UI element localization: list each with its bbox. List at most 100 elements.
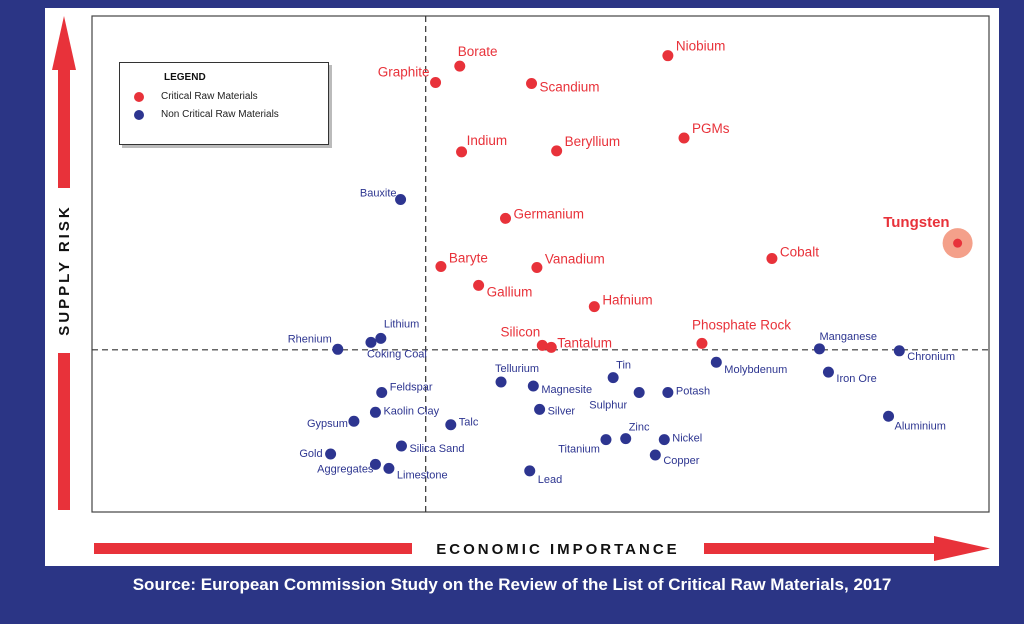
point-label-tin: Tin (616, 360, 631, 372)
point-molybdenum (710, 356, 722, 368)
legend-critical-marker (134, 91, 144, 102)
point-label-lead: Lead (538, 474, 562, 486)
x-arrow-shaft-right (704, 543, 936, 554)
point-indium (456, 146, 468, 158)
point-label-niobium: Niobium (676, 39, 726, 54)
point-label-limestone: Limestone (397, 469, 448, 481)
point-label-silver: Silver (548, 405, 576, 417)
point-label-baryte: Baryte (449, 250, 488, 265)
legend-item-critical: Critical Raw Materials (134, 91, 258, 102)
point-label-manganese: Manganese (819, 331, 877, 343)
point-chronium (893, 345, 905, 357)
point-zinc (620, 433, 632, 445)
point-gallium (473, 279, 485, 291)
x-arrow-shaft-left (94, 543, 412, 554)
point-label-lithium: Lithium (384, 318, 419, 330)
point-label-coking-coal: Coking Coal (367, 348, 427, 360)
point-aggregates (369, 458, 381, 470)
point-label-copper: Copper (663, 455, 699, 467)
legend-item-noncritical: Non Critical Raw Materials (134, 109, 279, 120)
x-axis-title: ECONOMIC IMPORTANCE (436, 541, 679, 558)
point-label-hafnium: Hafnium (602, 293, 652, 308)
point-silicon (536, 339, 548, 351)
point-label-nickel: Nickel (672, 433, 702, 445)
y-axis-title: SUPPLY RISK (56, 204, 73, 335)
point-graphite (430, 76, 442, 88)
y-arrow-shaft-bottom (58, 353, 70, 510)
y-arrow-shaft-top (58, 68, 70, 188)
point-label-aggregates: Aggregates (317, 463, 374, 475)
point-tellurium (495, 376, 507, 388)
point-pgms (678, 132, 690, 144)
point-label-gypsum: Gypsum (307, 418, 348, 430)
point-kaolin-clay (369, 406, 381, 418)
point-beryllium (551, 145, 563, 157)
point-label-potash: Potash (676, 385, 710, 397)
point-gold (325, 448, 337, 460)
point-silver (534, 403, 546, 415)
point-limestone (383, 462, 395, 474)
point-label-germanium: Germanium (514, 206, 585, 221)
legend-noncritical-label: Non Critical Raw Materials (161, 109, 279, 120)
point-label-zinc: Zinc (629, 422, 650, 434)
point-label-vanadium: Vanadium (545, 251, 605, 266)
point-label-tantalum: Tantalum (557, 335, 612, 350)
point-lead (524, 465, 536, 477)
legend-box: LEGEND Critical Raw Materials Non Critic… (119, 62, 329, 145)
point-coking-coal (365, 336, 377, 348)
point-label-feldspar: Feldspar (390, 381, 433, 393)
point-label-pgms: PGMs (692, 121, 730, 136)
point-label-beryllium: Beryllium (565, 134, 621, 149)
point-feldspar (376, 386, 388, 398)
point-label-silica-sand: Silica Sand (409, 443, 464, 455)
point-borate (454, 60, 466, 72)
source-caption: Source: European Commission Study on the… (132, 575, 892, 594)
point-germanium (500, 212, 512, 224)
x-arrow-head (934, 536, 990, 561)
point-label-titanium: Titanium (558, 444, 600, 456)
point-label-tellurium: Tellurium (495, 363, 539, 375)
point-label-phosphate-rock: Phosphate Rock (692, 317, 791, 332)
scatter-chart: ECONOMIC IMPORTANCE SUPPLY RISK Borate Gra… (52, 15, 990, 561)
point-silica-sand (395, 440, 407, 452)
point-tantalum (545, 341, 557, 353)
point-iron-ore (822, 366, 834, 378)
point-sulphur (633, 386, 645, 398)
point-label-scandium: Scandium (540, 79, 600, 94)
point-vanadium (531, 261, 543, 273)
point-label-gold: Gold (299, 448, 322, 460)
point-tungsten (953, 238, 963, 248)
legend-critical-label: Critical Raw Materials (161, 91, 258, 102)
point-label-graphite: Graphite (378, 64, 430, 79)
point-copper (649, 449, 661, 461)
point-niobium (662, 50, 674, 62)
chart-card: ECONOMIC IMPORTANCE SUPPLY RISK Borate Gra… (45, 8, 999, 566)
point-label-bauxite: Bauxite (360, 188, 397, 200)
point-phosphate-rock (696, 337, 708, 349)
y-arrow-head (52, 16, 76, 70)
point-label-indium: Indium (467, 133, 508, 148)
point-titanium (600, 434, 612, 446)
point-label-tungsten: Tungsten (883, 214, 949, 231)
point-label-magnesite: Magnesite (541, 384, 592, 396)
point-label-rhenium: Rhenium (288, 333, 332, 345)
plot-frame (91, 15, 990, 513)
legend-noncritical-marker (134, 109, 144, 120)
point-label-aluminium: Aluminium (895, 420, 946, 432)
point-bauxite (395, 194, 407, 206)
point-label-chronium: Chronium (907, 351, 955, 363)
point-gypsum (348, 415, 360, 427)
point-label-cobalt: Cobalt (780, 245, 819, 260)
point-lithium (375, 332, 387, 344)
point-cobalt (766, 253, 778, 265)
point-scandium (526, 77, 538, 89)
point-hafnium (588, 301, 600, 313)
point-potash (662, 386, 674, 398)
point-label-iron-ore: Iron Ore (836, 373, 876, 385)
point-label-silicon: Silicon (501, 324, 541, 339)
point-magnesite (527, 380, 539, 392)
point-baryte (435, 260, 447, 272)
point-label-borate: Borate (458, 44, 498, 59)
legend-title: LEGEND (164, 72, 206, 83)
point-label-gallium: Gallium (487, 284, 533, 299)
